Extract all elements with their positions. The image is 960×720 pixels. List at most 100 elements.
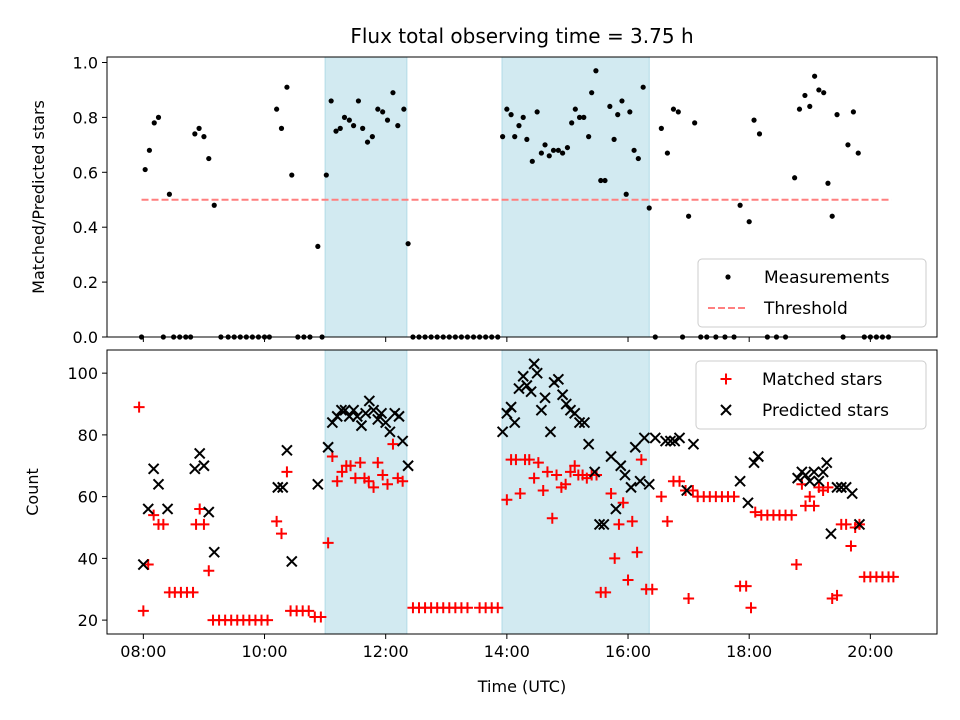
data-point (613, 518, 625, 530)
data-point (551, 469, 563, 481)
data-point (607, 103, 613, 110)
data-point (189, 463, 201, 475)
data-point (737, 202, 743, 208)
data-point (745, 602, 757, 614)
data-point (194, 503, 206, 515)
data-point (544, 426, 557, 438)
y-tick-label: 20 (78, 611, 98, 630)
data-point (523, 454, 535, 466)
data-point (835, 481, 847, 494)
data-point (274, 106, 280, 112)
chart-title: Flux total observing time = 3.75 h (350, 24, 693, 48)
x-tick-label: 10:00 (241, 642, 287, 661)
series-matched-stars (133, 401, 899, 626)
data-point (384, 426, 396, 438)
y-tick-label: 100 (67, 364, 98, 383)
data-point (646, 205, 652, 211)
data-point (687, 484, 699, 496)
data-point (157, 518, 169, 530)
data-point (834, 112, 840, 118)
data-point (336, 466, 348, 478)
data-point (525, 385, 537, 398)
data-point (734, 475, 746, 487)
y-tick-label: 80 (78, 426, 98, 445)
data-point (137, 605, 149, 617)
ratio-panel: 0.0 0.2 0.4 0.6 0.8 1.0 Matched/Predicted sta… (29, 53, 938, 347)
data-point (560, 478, 572, 490)
data-point (501, 407, 513, 419)
data-point (821, 90, 827, 96)
data-point (625, 481, 637, 494)
data-point (572, 106, 578, 112)
data-point (887, 571, 899, 583)
data-point (661, 515, 673, 527)
data-point (617, 497, 629, 509)
series-predicted-stars (137, 358, 866, 571)
legend-frame (697, 258, 927, 328)
data-point (271, 515, 283, 527)
data-point (740, 580, 752, 592)
data-point (405, 241, 411, 247)
x-tick-label: 08:00 (120, 642, 166, 661)
data-point (588, 466, 601, 478)
data-point (328, 98, 334, 104)
data-point (387, 438, 399, 450)
data-point (364, 139, 371, 145)
data-point (161, 503, 174, 515)
data-point (537, 484, 549, 496)
data-point (686, 213, 692, 219)
data-point (198, 518, 210, 530)
data-point (323, 172, 329, 178)
data-point (541, 466, 553, 478)
data-point (315, 611, 327, 623)
data-point (808, 500, 820, 512)
data-point (347, 404, 360, 416)
data-point (206, 155, 212, 162)
data-point (674, 475, 686, 487)
data-point (363, 395, 376, 407)
data-point (564, 144, 571, 151)
y-tick-label: 0.0 (73, 328, 98, 347)
data-point (845, 142, 851, 148)
data-point (335, 404, 348, 416)
data-point (610, 503, 622, 515)
data-point (500, 134, 506, 140)
data-point (683, 593, 695, 604)
data-point (600, 586, 612, 598)
data-point (792, 175, 798, 181)
data-point (742, 497, 754, 509)
data-point (286, 555, 298, 568)
data-point (346, 117, 352, 123)
data-point (355, 419, 368, 432)
data-point (786, 509, 798, 521)
data-point (368, 481, 380, 493)
data-point (692, 120, 698, 126)
data-point (375, 106, 381, 112)
data-point (142, 166, 148, 173)
data-point (855, 150, 861, 156)
data-point (284, 84, 290, 90)
data-point (516, 123, 522, 129)
data-point (276, 481, 289, 494)
x-tick-label: 16:00 (605, 642, 651, 661)
data-point (615, 460, 627, 472)
legend-label: Threshold (763, 299, 848, 319)
data-point (626, 515, 638, 527)
data-point (605, 450, 617, 463)
legend-label: Matched stars (762, 370, 882, 390)
legend-frame (695, 360, 927, 430)
data-point (631, 546, 643, 558)
data-point (569, 460, 581, 472)
data-point (556, 389, 569, 401)
y-tick-label: 40 (78, 549, 98, 568)
data-point (203, 506, 215, 518)
x-tick-label: 14:00 (484, 642, 530, 661)
data-point (796, 106, 803, 112)
data-point (196, 125, 202, 131)
data-point (322, 441, 334, 453)
data-point (845, 540, 857, 552)
data-point (559, 150, 566, 156)
data-point (817, 466, 829, 478)
data-point (395, 123, 401, 129)
data-point (272, 481, 284, 494)
